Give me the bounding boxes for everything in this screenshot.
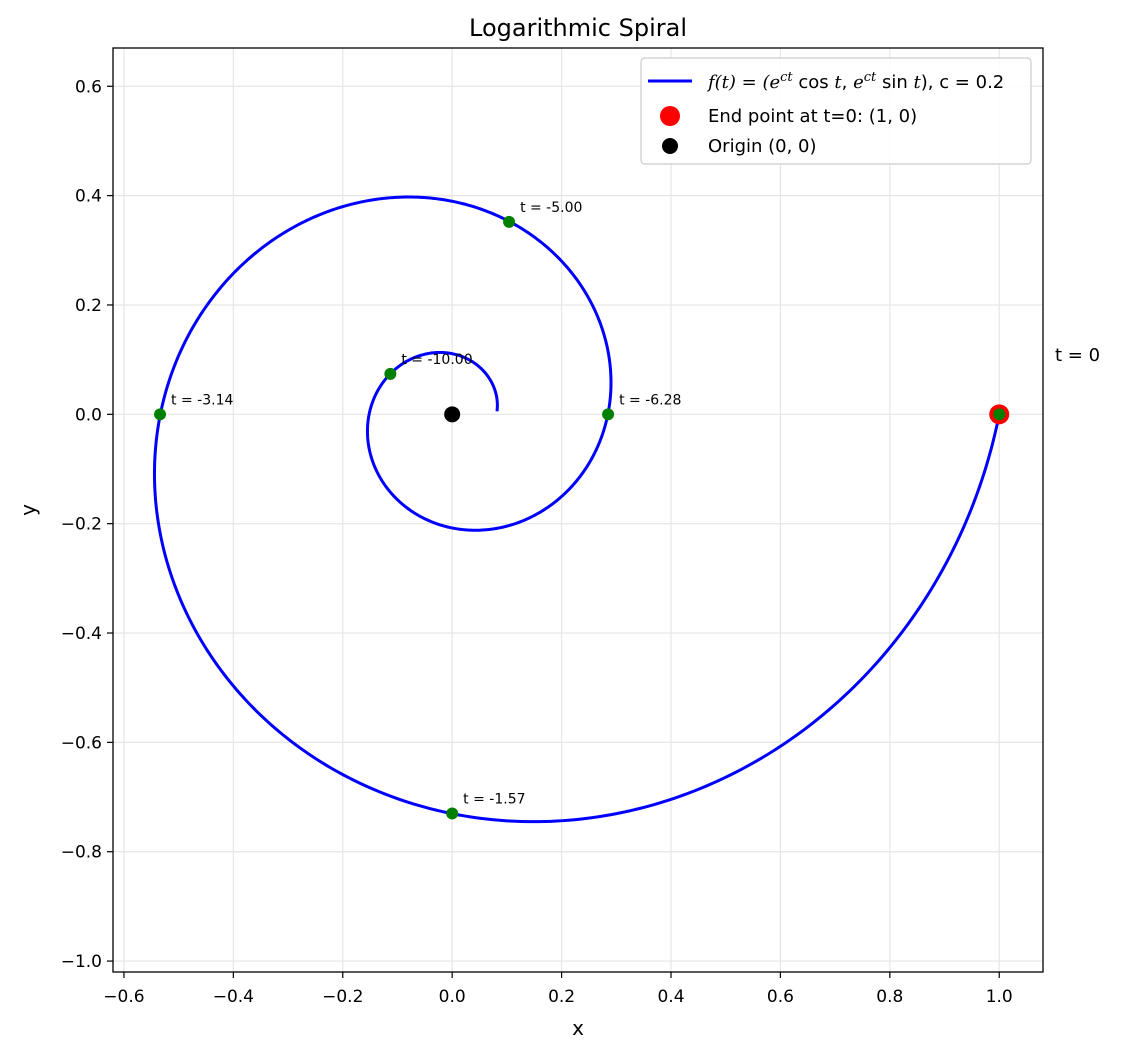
y-tick-label: −0.6: [61, 733, 102, 753]
marked-point: [384, 367, 397, 380]
legend-entry-end-point: End point at t=0: (1, 0): [708, 106, 917, 127]
legend-math-t2: t: [913, 72, 921, 93]
y-axis-label: y: [16, 504, 40, 516]
grid-lines: [113, 48, 1043, 972]
marked-point: [993, 408, 1006, 421]
y-tick-label: 0.4: [75, 187, 102, 207]
legend-box: [640, 57, 1032, 165]
x-tick-label: −0.2: [322, 987, 363, 1007]
x-tick-label: 1.0: [986, 987, 1013, 1007]
y-tick-label: −1.0: [61, 952, 102, 972]
legend-superscript-2: ct: [864, 70, 877, 85]
legend-end-point-marker: [660, 106, 680, 126]
marked-point-label: t = -6.28: [619, 392, 681, 408]
y-axis-ticks: −1.0 −0.8 −0.6 −0.4 −0.2 0.0 0.2 0.4 0.6: [61, 77, 113, 972]
y-tick-label: −0.4: [61, 624, 102, 644]
x-axis-label: x: [572, 1016, 584, 1040]
legend-entry-spiral: f(t) = (ect cos t, ect sin t), c = 0.2: [706, 70, 1004, 93]
x-tick-label: −0.6: [103, 987, 144, 1007]
legend-origin-marker: [662, 138, 678, 154]
marked-point: [602, 408, 615, 421]
y-tick-label: 0.2: [75, 296, 102, 316]
marked-point: [446, 807, 459, 820]
marked-points: t = -1.57 t = -3.14 t = -5.00 t = -6.28 t = …: [154, 200, 1010, 820]
marked-point-label: t = -3.14: [171, 392, 233, 408]
marked-point-label: t = -1.57: [463, 791, 525, 807]
marked-point-label: t = -5.00: [520, 200, 582, 216]
x-tick-label: 0.4: [657, 987, 684, 1007]
y-tick-label: 0.6: [75, 77, 102, 97]
y-tick-label: 0.0: [75, 405, 102, 425]
legend-math-e2: e: [853, 72, 864, 93]
x-tick-label: 0.8: [876, 987, 903, 1007]
legend-superscript: ct: [780, 70, 793, 85]
x-axis-ticks: −0.6 −0.4 −0.2 0.0 0.2 0.4 0.6 0.8 1.0: [103, 972, 1013, 1007]
side-annotation-t0: t = 0: [1055, 345, 1100, 366]
origin-marker: [444, 406, 461, 423]
y-tick-label: −0.2: [61, 515, 102, 535]
y-tick-label: −0.8: [61, 843, 102, 863]
legend-math-t1: t: [834, 72, 842, 93]
marked-point: [154, 408, 167, 421]
legend-math-prefix: f(t) = (e: [706, 72, 780, 93]
legend-math-close: ): [921, 72, 928, 93]
x-tick-label: 0.0: [439, 987, 466, 1007]
legend-math-sin: sin: [876, 72, 913, 93]
x-tick-label: −0.4: [213, 987, 254, 1007]
x-tick-label: 0.6: [767, 987, 794, 1007]
plot-frame: [112, 47, 1044, 973]
legend-math-cos: cos: [793, 72, 835, 93]
marked-point: [503, 215, 516, 228]
x-tick-label: 0.2: [548, 987, 575, 1007]
marked-point-label: t = -10.00: [401, 352, 472, 368]
legend-suffix: , c = 0.2: [928, 72, 1005, 93]
legend-entry-origin: Origin (0, 0): [708, 136, 817, 157]
chart-title: Logarithmic Spiral: [469, 14, 687, 42]
legend-math-comma: ,: [842, 72, 853, 93]
legend: f(t) = (ect cos t, ect sin t), c = 0.2 E…: [640, 57, 1032, 165]
